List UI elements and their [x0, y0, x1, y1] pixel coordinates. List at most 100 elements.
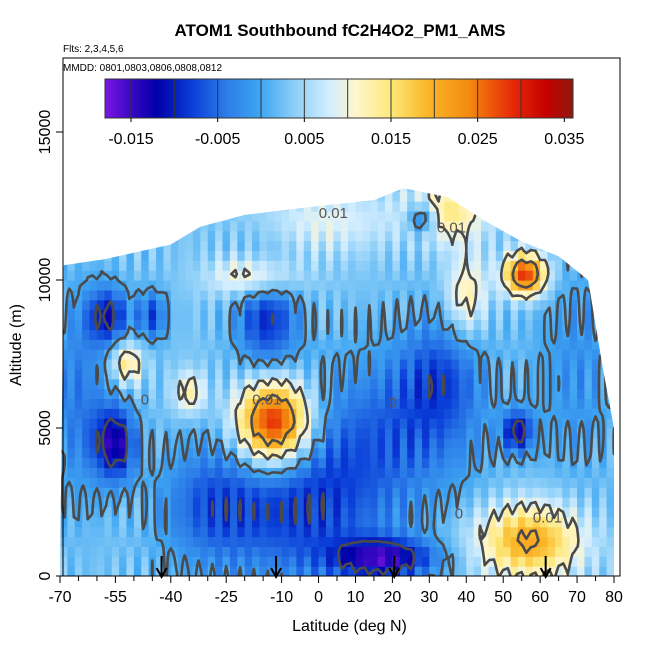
heatmap-cell: [599, 230, 608, 242]
heatmap-cell: [414, 349, 423, 360]
heatmap-cell: [407, 270, 416, 281]
heatmap-cell: [178, 280, 187, 291]
heatmap-cell: [362, 270, 371, 281]
heatmap-cell: [67, 388, 76, 399]
heatmap-cell: [82, 260, 91, 271]
heatmap-cell: [503, 378, 512, 390]
heatmap-cell: [496, 162, 504, 172]
heatmap-cell: [377, 240, 386, 251]
heatmap-cell: [399, 506, 408, 518]
heatmap-cell: [348, 516, 357, 528]
colorbar-swatch: [198, 79, 203, 118]
heatmap-cell: [244, 556, 253, 567]
heatmap-cell: [170, 487, 179, 498]
heatmap-cell: [577, 188, 586, 192]
heatmap-cell: [466, 398, 475, 409]
heatmap-cell: [437, 171, 445, 181]
heatmap-cell: [333, 428, 342, 439]
heatmap-cell: [458, 191, 467, 202]
heatmap-cell: [178, 171, 186, 181]
heatmap-cell: [562, 191, 571, 202]
colorbar-swatch: [204, 79, 208, 118]
heatmap-cell: [511, 171, 519, 181]
x-tick-label: 30: [420, 589, 438, 606]
heatmap-cell: [119, 230, 128, 242]
heatmap-cell: [584, 319, 593, 330]
heatmap-cell: [207, 240, 216, 251]
heatmap-cell: [532, 408, 541, 419]
heatmap-cell: [378, 162, 386, 172]
heatmap-cell: [407, 437, 416, 449]
heatmap-cell: [481, 497, 490, 508]
heatmap-cell: [451, 556, 460, 567]
heatmap-cell: [266, 477, 275, 488]
heatmap-cell: [458, 418, 467, 429]
heatmap-cell: [591, 201, 600, 212]
heatmap-cell: [325, 309, 334, 321]
heatmap-cell: [96, 230, 105, 242]
heatmap-cell: [414, 536, 423, 547]
colorbar-swatch: [163, 79, 167, 118]
heatmap-cell: [82, 349, 91, 360]
heatmap-cell: [133, 349, 142, 360]
heatmap-cell: [399, 408, 408, 419]
heatmap-cell: [60, 191, 68, 202]
heatmap-cell: [606, 447, 614, 459]
heatmap-cell: [421, 260, 430, 271]
heatmap-cell: [325, 428, 334, 439]
heatmap-cell: [318, 260, 327, 271]
heatmap-cell: [281, 368, 290, 380]
heatmap-cell: [540, 191, 549, 202]
heatmap-cell: [82, 309, 91, 321]
heatmap-cell: [104, 210, 113, 222]
heatmap-cell: [119, 270, 128, 281]
heatmap-cell: [318, 467, 327, 478]
heatmap-cell: [200, 162, 208, 172]
heatmap-cell: [82, 210, 91, 222]
heatmap-cell: [133, 201, 142, 212]
heatmap-cell: [163, 457, 172, 469]
heatmap-cell: [171, 171, 179, 181]
heatmap-cell: [466, 201, 475, 212]
heatmap-cell: [96, 368, 105, 380]
heatmap-cell: [89, 437, 98, 449]
heatmap-cell: [495, 230, 504, 242]
colorbar-swatch: [143, 79, 147, 118]
heatmap-cell: [517, 191, 526, 202]
flight-arrow: [539, 556, 552, 580]
heatmap-cell: [178, 220, 187, 232]
heatmap-cell: [215, 349, 224, 360]
heatmap-cell: [606, 339, 614, 350]
heatmap-cell: [510, 188, 519, 192]
heatmap-cell: [60, 280, 68, 291]
colorbar-swatch: [450, 79, 454, 118]
heatmap-cell: [325, 487, 334, 498]
heatmap-cell: [473, 280, 482, 291]
heatmap-cell: [133, 506, 142, 518]
heatmap-cell: [74, 428, 83, 439]
heatmap-cell: [192, 260, 201, 271]
heatmap-cell: [488, 240, 497, 251]
heatmap-cell: [296, 477, 305, 488]
heatmap-cell: [274, 526, 283, 538]
heatmap-cell: [495, 388, 504, 399]
heatmap-cell: [444, 368, 453, 380]
heatmap-cell: [421, 329, 430, 340]
heatmap-cell: [244, 536, 253, 547]
heatmap-cell: [318, 319, 327, 330]
heatmap-cell: [119, 428, 128, 439]
heatmap-cell: [141, 162, 149, 172]
heatmap-cell: [333, 477, 342, 488]
heatmap-cell: [444, 220, 453, 232]
heatmap-cell: [185, 349, 194, 360]
heatmap-cell: [244, 418, 253, 429]
colorbar-swatch: [119, 79, 124, 118]
heatmap-cell: [82, 566, 91, 576]
heatmap-cell: [421, 388, 430, 399]
heatmap-cell: [156, 191, 165, 202]
heatmap-cell: [148, 210, 157, 222]
heatmap-cell: [444, 289, 453, 301]
heatmap-cell: [333, 536, 342, 547]
heatmap-cell: [119, 516, 128, 528]
heatmap-cell: [429, 201, 438, 212]
